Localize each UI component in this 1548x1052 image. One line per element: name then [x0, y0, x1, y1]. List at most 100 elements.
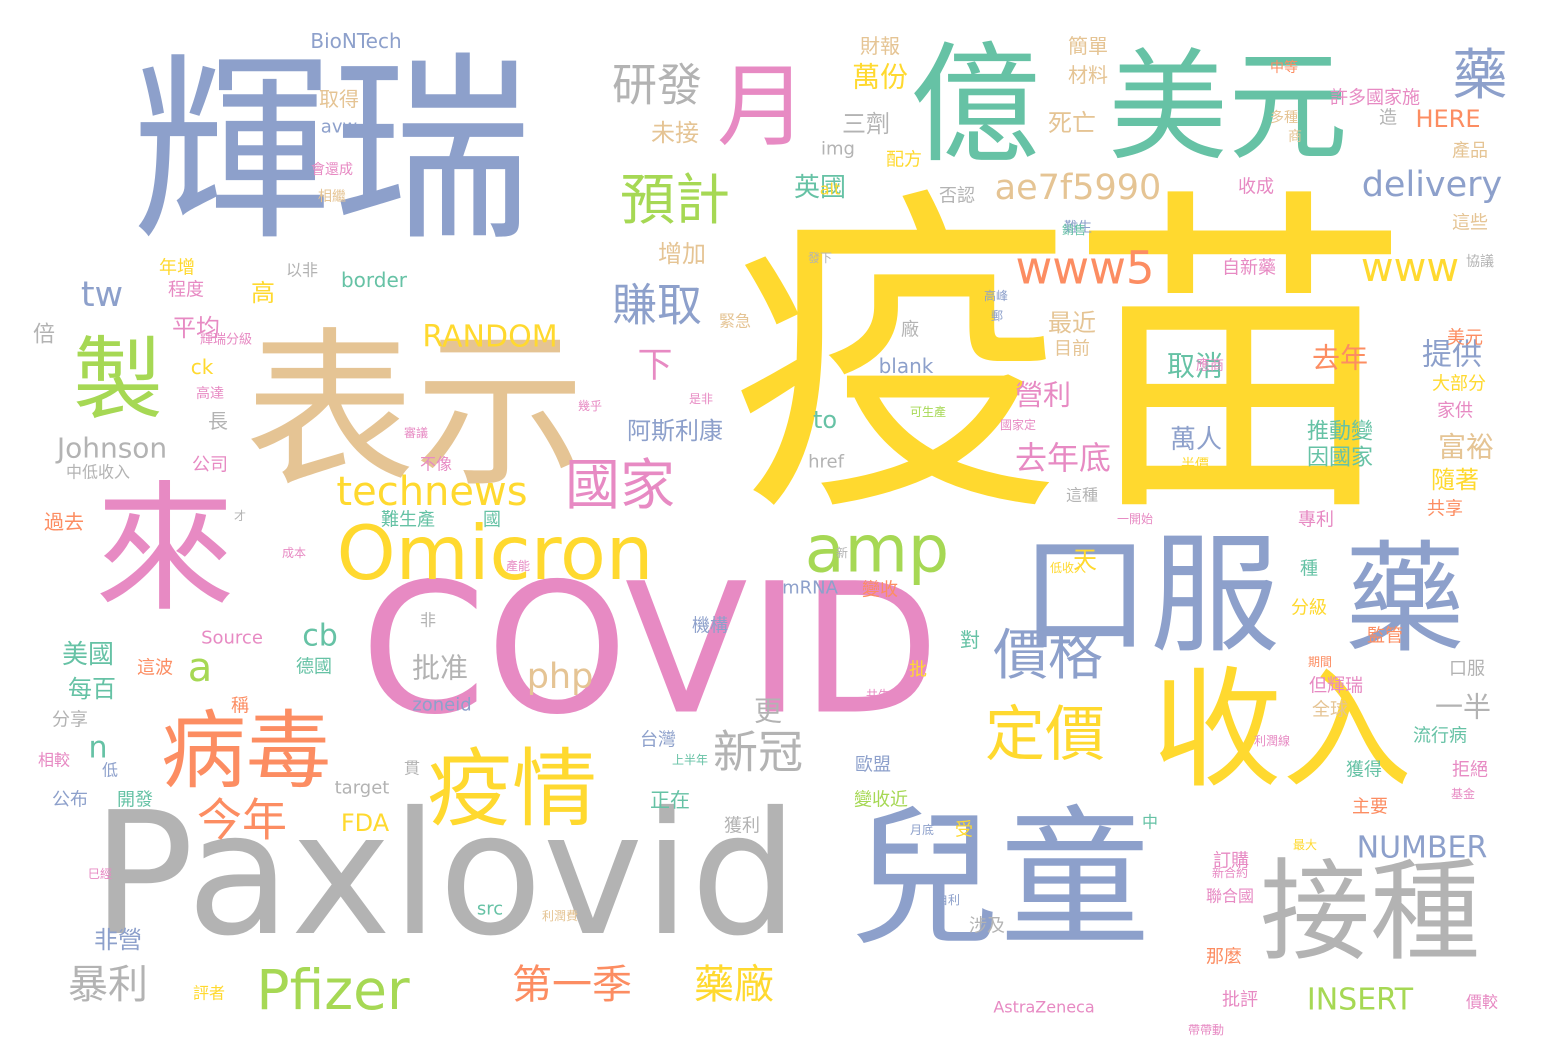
cloud-word: 產能 — [506, 558, 530, 573]
cloud-word: 共享 — [1427, 499, 1463, 520]
cloud-word: Pfizer — [256, 958, 410, 1022]
cloud-word: 相繼 — [318, 189, 346, 205]
cloud-word: 一半 — [1435, 691, 1491, 724]
cloud-word: 獲得 — [1346, 760, 1382, 781]
cloud-word: 中 — [1142, 813, 1158, 832]
cloud-word: zoneid — [412, 695, 471, 716]
cloud-word: 月 — [717, 55, 807, 160]
cloud-word: 新合約 — [1212, 865, 1248, 880]
cloud-word: 平均 — [172, 314, 220, 342]
cloud-word: 正在 — [650, 788, 690, 812]
cloud-word: 受 — [955, 820, 973, 841]
cloud-word: 收成 — [1238, 177, 1274, 198]
cloud-word: HERE — [1415, 105, 1480, 133]
cloud-word: ae7f5990 — [995, 168, 1162, 208]
cloud-word: 非 — [420, 611, 436, 630]
cloud-word: 對 — [960, 628, 980, 652]
cloud-word: 下 — [637, 346, 672, 386]
cloud-word: Source — [201, 628, 263, 649]
cloud-word: 取得 — [319, 87, 359, 111]
cloud-word: delivery — [1362, 165, 1503, 205]
cloud-word: 藥廠 — [694, 962, 774, 1008]
cloud-word: 多種 — [1270, 109, 1298, 126]
cloud-word: 天 — [1073, 546, 1097, 574]
cloud-word: 隨著 — [1431, 466, 1479, 494]
cloud-word: 流行病 — [1413, 726, 1467, 747]
cloud-word: 新冠 — [713, 726, 803, 779]
cloud-word: 以非 — [286, 261, 318, 280]
cloud-word: 藥 — [1452, 43, 1507, 107]
cloud-word: 成本 — [282, 546, 306, 560]
cloud-word: 每百 — [68, 675, 116, 703]
cloud-word: 台灣 — [640, 730, 676, 751]
cloud-word: 價較 — [1466, 993, 1498, 1012]
cloud-word: 帶帶動 — [1188, 1023, 1224, 1037]
cloud-word: 利潤線 — [1254, 733, 1290, 748]
cloud-word: 公司 — [192, 455, 228, 476]
cloud-word: 製 — [73, 328, 163, 433]
cloud-word: alt — [820, 180, 841, 199]
cloud-word: 美國 — [62, 640, 114, 670]
cloud-word: 幾乎 — [578, 399, 602, 413]
cloud-word: 難生 — [1064, 220, 1092, 236]
cloud-word: 營利 — [1015, 379, 1071, 412]
cloud-word: 倍 — [33, 323, 55, 348]
cloud-word: 國家定 — [1000, 417, 1036, 432]
cloud-word: 發下 — [808, 250, 832, 265]
cloud-word: 分級 — [1291, 598, 1327, 619]
cloud-word: 期間 — [1308, 655, 1332, 669]
cloud-word: 死亡 — [1048, 109, 1096, 137]
cloud-word: 材料 — [1068, 63, 1108, 87]
cloud-word: 國家 — [565, 453, 675, 517]
cloud-word: 審議 — [404, 425, 428, 440]
cloud-word: src — [477, 899, 503, 920]
cloud-word: 富裕 — [1438, 431, 1494, 464]
cloud-word: 全球 — [1312, 700, 1348, 721]
cloud-word: 但輝瑞 — [1309, 676, 1363, 697]
cloud-word: 會還成 — [311, 162, 353, 178]
cloud-word: 批准 — [412, 652, 468, 685]
cloud-word: 過去 — [44, 510, 84, 534]
cloud-word: 增加 — [658, 240, 706, 268]
cloud-word: 才 — [234, 509, 246, 523]
cloud-word: mRNA — [782, 578, 839, 599]
cloud-word: 萬份 — [852, 61, 908, 94]
cloud-word: 共生 — [866, 688, 890, 702]
cloud-word: technews — [336, 469, 527, 515]
cloud-word: 配方 — [886, 150, 922, 171]
cloud-word: Omicron — [337, 509, 654, 597]
cloud-word: 提供 — [1422, 338, 1482, 373]
cloud-word: 月底 — [910, 822, 934, 837]
cloud-word: BioNTech — [310, 29, 401, 53]
cloud-word: 英國 — [794, 173, 846, 203]
cloud-word: 批 — [909, 660, 927, 681]
cloud-word: 低 — [102, 761, 118, 780]
cloud-word: 三劑 — [842, 110, 890, 138]
cloud-word: 上半年 — [672, 753, 708, 767]
cloud-word: 美元 — [1108, 39, 1348, 178]
cloud-word: blank — [879, 354, 934, 378]
cloud-word: 應商 — [1196, 357, 1224, 374]
cloud-word: 疫苗 — [730, 162, 1410, 558]
cloud-word: www5 — [1015, 242, 1154, 295]
cloud-word: 歐盟 — [855, 755, 891, 776]
cloud-word: 可生產 — [910, 404, 946, 419]
cloud-word: 因國家 — [1307, 446, 1373, 471]
cloud-word: AstraZeneca — [993, 998, 1094, 1017]
cloud-word: target — [335, 778, 390, 799]
cloud-word: RANDOM — [422, 320, 557, 355]
cloud-word: 推動變 — [1307, 420, 1373, 445]
cloud-word: 主要 — [1352, 797, 1388, 818]
cloud-word: 獲利 — [724, 816, 760, 837]
cloud-word: 利潤費 — [542, 908, 578, 923]
cloud-word: 價格 — [993, 623, 1103, 687]
cloud-word: border — [341, 268, 408, 292]
cloud-word: a — [188, 645, 213, 691]
cloud-word: 病毒 — [161, 703, 331, 802]
cloud-word: 第一季 — [512, 962, 632, 1008]
cloud-word: COVID — [360, 546, 939, 755]
cloud-word: to — [813, 406, 837, 434]
cloud-word: 評者 — [193, 984, 225, 1003]
cloud-word: 來 — [95, 469, 235, 632]
